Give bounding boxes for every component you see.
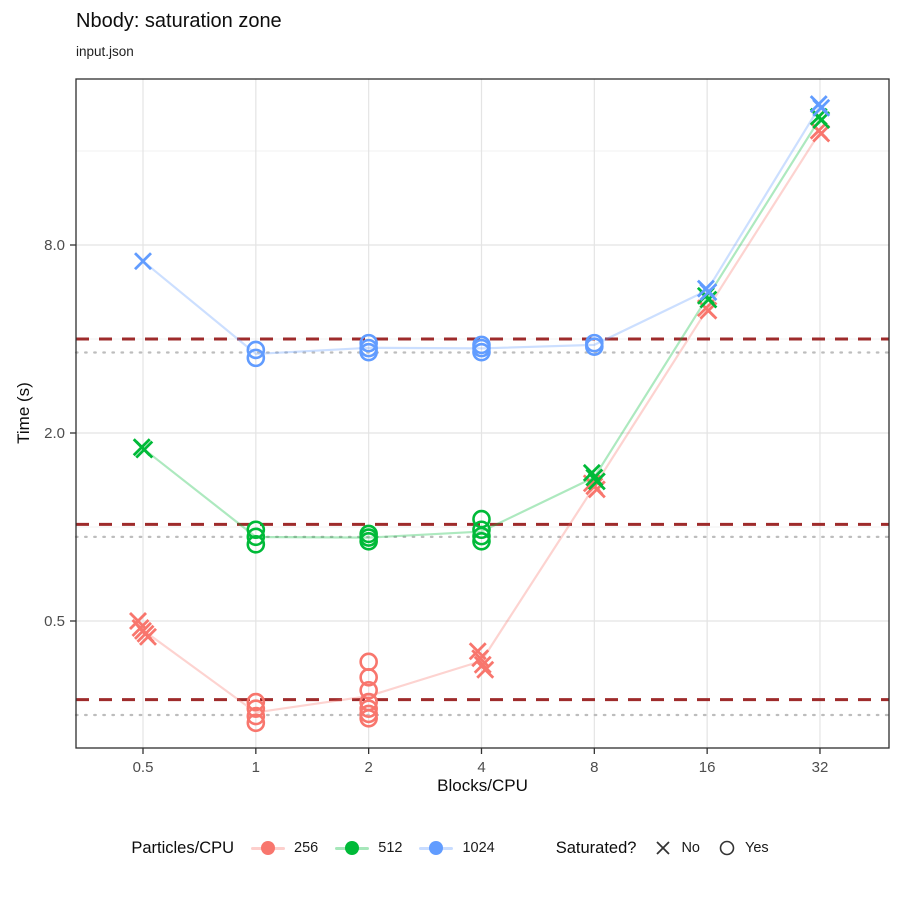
chart-subtitle: input.json xyxy=(76,44,134,59)
point-circle xyxy=(359,531,378,551)
legend-key-256: 256 xyxy=(251,839,318,857)
y-tick-label: 8.0 xyxy=(44,237,65,254)
legend-512-point-icon xyxy=(335,839,370,857)
color-legend-title: Particles/CPU xyxy=(131,838,235,857)
point-x xyxy=(812,124,831,143)
point-x xyxy=(135,440,154,459)
circle-marker-icon xyxy=(719,840,735,856)
point-circle xyxy=(246,520,266,540)
point-x xyxy=(587,472,606,491)
point-x xyxy=(473,655,492,674)
series-points-256 xyxy=(129,121,831,733)
plot-canvas: 0.5 1 2 4 8 16 32 0.5 2.0 8.0 xyxy=(44,78,891,776)
point-circle xyxy=(246,706,266,726)
x-tick-label: 4 xyxy=(477,759,485,776)
point-circle xyxy=(359,668,378,687)
point-circle xyxy=(246,535,266,554)
axis-ticks: 0.5 1 2 4 8 16 32 0.5 2.0 8.0 xyxy=(44,237,828,776)
x-tick-label: 16 xyxy=(699,759,716,776)
point-circle xyxy=(246,340,266,360)
legend-1024-label: 1024 xyxy=(462,840,495,856)
gridlines-major xyxy=(76,79,889,748)
point-x xyxy=(139,627,157,646)
point-circle xyxy=(246,713,266,733)
x-axis-title: Blocks/CPU xyxy=(437,776,528,795)
point-circle xyxy=(359,333,378,353)
legend-key-512: 512 xyxy=(335,839,402,857)
point-x xyxy=(582,463,601,482)
legend-key-not-saturated: No xyxy=(653,838,700,858)
shape-legend-title: Saturated? xyxy=(555,838,637,857)
legend-256-label: 256 xyxy=(294,840,319,856)
legend-1024-point-icon xyxy=(419,839,454,857)
point-circle xyxy=(472,342,491,362)
x-tick-label: 1 xyxy=(252,759,260,776)
series-points-1024 xyxy=(134,95,831,368)
x-tick-label: 2 xyxy=(364,759,372,776)
point-circle xyxy=(246,527,266,547)
ref-lines-dotted xyxy=(74,351,891,717)
legend-key-saturated: Yes xyxy=(717,838,769,858)
point-x xyxy=(699,290,718,309)
chart-title: Nbody: saturation zone xyxy=(76,10,282,32)
point-circle xyxy=(246,692,266,712)
point-circle xyxy=(472,526,491,546)
point-x xyxy=(134,252,152,271)
legend-256-point-icon xyxy=(251,839,286,857)
x-marker-icon xyxy=(656,841,671,855)
point-circle xyxy=(585,337,604,356)
y-axis-title: Time (s) xyxy=(14,382,33,444)
point-circle xyxy=(359,699,378,718)
point-circle xyxy=(246,348,266,368)
point-x xyxy=(812,98,831,117)
point-x xyxy=(699,283,718,302)
point-circle xyxy=(472,531,491,551)
legend-key-1024: 1024 xyxy=(419,839,495,857)
y-tick-label: 2.0 xyxy=(44,425,65,442)
legend-512-label: 512 xyxy=(378,840,403,856)
point-circle xyxy=(472,520,491,540)
legend-yes-label: Yes xyxy=(745,840,769,856)
legend: Particles/CPU 256 512 1024 Saturated? No xyxy=(0,838,900,858)
panel-border xyxy=(75,78,890,749)
ref-lines-dashed xyxy=(76,337,889,702)
point-circle xyxy=(359,708,378,728)
x-tick-label: 32 xyxy=(812,759,829,776)
point-x xyxy=(476,660,495,679)
y-tick-label: 0.5 xyxy=(44,613,65,630)
x-tick-label: 0.5 xyxy=(133,759,154,776)
legend-no-label: No xyxy=(681,840,700,856)
x-tick-label: 8 xyxy=(590,759,598,776)
point-circle xyxy=(359,680,378,700)
point-circle xyxy=(359,342,378,362)
point-circle xyxy=(246,699,266,718)
